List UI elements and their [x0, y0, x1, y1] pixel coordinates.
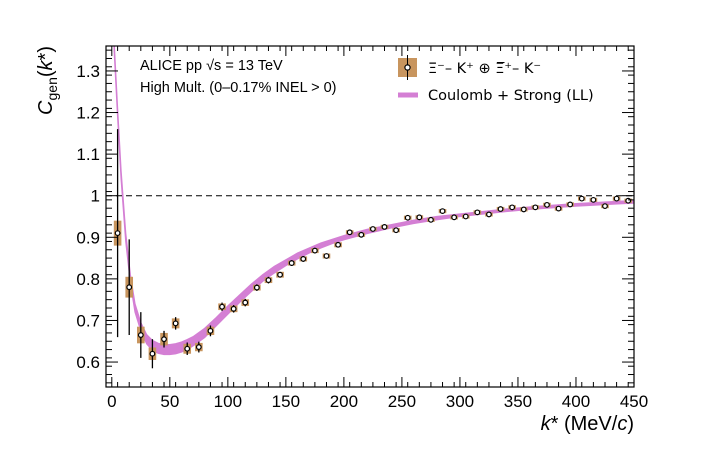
x-tick-label: 450: [620, 392, 648, 411]
data-point: [195, 344, 202, 350]
data-point: [300, 256, 307, 262]
y-tick-label: 1.2: [76, 104, 100, 123]
data-point: [137, 332, 144, 338]
x-tick-label: 200: [330, 392, 358, 411]
data-point: [625, 197, 632, 204]
data-point: [602, 203, 608, 210]
data-point: [578, 195, 585, 202]
x-axis-title: k* (MeV/c): [541, 413, 634, 435]
x-tick-label: 50: [160, 392, 179, 411]
data-point: [253, 284, 260, 291]
data-point: [555, 205, 562, 212]
data-point: [242, 299, 249, 306]
legend-data-marker: [404, 64, 411, 71]
legend-model-label: Coulomb + Strong (LL): [428, 88, 594, 104]
data-points: [114, 195, 632, 357]
data-point: [184, 345, 191, 352]
data-point: [114, 230, 121, 237]
x-tick-label: 400: [562, 392, 590, 411]
data-point: [404, 214, 411, 221]
data-point: [451, 214, 458, 221]
data-point: [335, 241, 341, 248]
data-point: [323, 253, 330, 259]
data-point: [172, 320, 179, 327]
x-tick-label: 100: [214, 392, 242, 411]
plot-background: [106, 46, 634, 387]
data-point: [277, 271, 283, 278]
y-tick-label: 0.8: [76, 270, 100, 289]
y-tick-label: 0.7: [76, 311, 100, 330]
data-point: [219, 303, 225, 310]
y-axis-title: Cgen(k*): [35, 46, 60, 115]
data-point: [288, 260, 295, 266]
data-point: [393, 227, 400, 234]
data-point: [346, 229, 353, 236]
model-band: [113, 46, 634, 356]
data-point: [474, 209, 481, 216]
data-point: [462, 213, 469, 220]
experiment-label: ALICE pp √s = 13 TeV: [140, 58, 283, 74]
data-point: [532, 204, 539, 211]
data-point: [230, 305, 237, 312]
data-point: [544, 201, 550, 208]
multiplicity-label: High Mult. (0–0.17% INEL > 0): [140, 80, 337, 96]
data-point: [161, 336, 167, 343]
model-band-layer: [113, 46, 634, 356]
data-point: [126, 284, 133, 291]
data-point: [590, 196, 597, 203]
data-point: [416, 214, 423, 221]
data-point: [265, 277, 272, 284]
data-point: [149, 350, 156, 357]
data-point: [613, 195, 620, 202]
x-tick-label: 250: [388, 392, 416, 411]
x-tick-label: 350: [504, 392, 532, 411]
x-axis-ticks: 0 50 100 150 200 250 300 350 400 450: [105, 46, 648, 411]
x-tick-label: 0: [107, 392, 116, 411]
data-point: [428, 216, 434, 223]
y-tick-label: 1.3: [76, 62, 100, 81]
y-tick-label: 0.9: [76, 228, 100, 247]
y-tick-label: 0.6: [76, 353, 100, 372]
data-point: [567, 201, 574, 208]
data-point: [358, 231, 365, 238]
y-tick-label: 1: [91, 187, 100, 206]
data-point: [497, 206, 504, 212]
data-point: [439, 208, 446, 214]
y-axis-ticks: 0.6 0.7 0.8 0.9 1 1.1 1.2 1.3: [76, 49, 634, 384]
x-tick-label: 150: [272, 392, 300, 411]
data-point: [486, 211, 492, 218]
legend: Ξ⁻– K⁺ ⊕ Ξ̅⁺– K⁻ Coulomb + Strong (LL): [398, 55, 594, 104]
data-point: [381, 223, 388, 230]
data-point: [207, 327, 214, 334]
data-point: [311, 247, 318, 254]
y-tick-label: 1.1: [76, 145, 100, 164]
data-point: [509, 204, 516, 211]
data-point: [370, 226, 376, 232]
x-tick-label: 300: [446, 392, 474, 411]
legend-data-label: Ξ⁻– K⁺ ⊕ Ξ̅⁺– K⁻: [428, 61, 541, 77]
data-point: [520, 206, 527, 213]
